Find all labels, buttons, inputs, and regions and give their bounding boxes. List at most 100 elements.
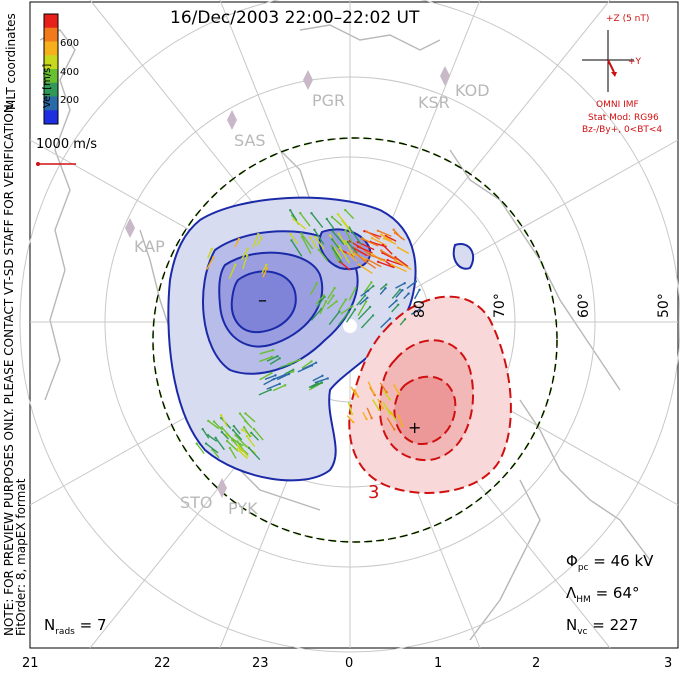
mlt-tick-22: 22 (154, 656, 171, 671)
velocity-vector (259, 349, 274, 355)
velocity-vector-origin (270, 371, 273, 375)
velocity-vector (285, 369, 294, 375)
velocity-vector (382, 244, 393, 255)
velocity-vector-origin (370, 281, 373, 284)
velocity-vector-origin (376, 229, 380, 232)
velocity-vector (264, 374, 276, 380)
velocity-vector-origin (341, 219, 344, 223)
velocity-vector-origin (265, 266, 269, 270)
velocity-vector (367, 381, 374, 393)
velocity-vector-origin (274, 374, 277, 377)
mlt-tick-0: 0 (345, 656, 354, 671)
station-pyk: PYK (228, 499, 258, 518)
velocity-vector-origin (380, 233, 383, 236)
radar-count: Nrads = 7 (44, 616, 107, 637)
velocity-vector-origin (365, 417, 368, 421)
velocity-vector (338, 299, 347, 311)
velocity-vector-origin (333, 286, 336, 290)
velocity-vector (359, 297, 368, 306)
velocity-vector-origin (414, 280, 418, 283)
velocity-vector (243, 427, 252, 438)
velocity-vector-origin (283, 384, 287, 387)
velocity-vector (392, 383, 400, 395)
velocity-vector (380, 233, 393, 242)
velocity-vector-origin (388, 412, 392, 416)
velocity-vector-origin (397, 303, 400, 306)
velocity-vector (310, 381, 323, 389)
fit-text: FitOrder: 8, mapEX format (14, 478, 28, 636)
velocity-vector-origin (242, 426, 246, 429)
velocity-vector-origin (271, 348, 275, 352)
velocity-vector (299, 212, 311, 227)
velocity-vector (326, 300, 338, 310)
velocity-vector (326, 218, 335, 230)
velocity-vector (211, 449, 220, 459)
velocity-vector (344, 230, 354, 245)
velocity-vector (318, 249, 328, 262)
velocity-vector (319, 300, 327, 315)
velocity-vector-origin (252, 427, 256, 431)
velocity-vector (394, 232, 406, 241)
velocity-vector-origin (246, 253, 249, 257)
velocity-vector-origin (388, 317, 392, 320)
map-title: 16/Dec/2003 22:00–22:02 UT (170, 8, 420, 28)
velocity-vector (345, 309, 356, 323)
velocity-vector (248, 447, 261, 461)
velocity-vector (244, 412, 256, 423)
velocity-vector-origin (372, 284, 375, 288)
colorbar-swatch (44, 41, 58, 56)
velocity-vector-origin (366, 289, 370, 292)
imf-model-title: OMNI IMF (596, 100, 639, 110)
velocity-vector (357, 306, 371, 320)
velocity-vector (250, 432, 259, 441)
imf-model-line2: Bz-/By+, 0<BT<4 (582, 125, 663, 135)
velocity-vector-origin (363, 294, 367, 297)
velocity-vector-origin (395, 299, 398, 302)
velocity-vector (327, 287, 336, 300)
velocity-vector-origin (372, 391, 375, 394)
velocity-vector (333, 247, 343, 260)
velocity-vector (347, 252, 358, 263)
velocity-vector-origin (290, 239, 293, 242)
velocity-vector (231, 438, 244, 447)
velocity-vector-origin (370, 416, 373, 420)
lat-label-80: 80 (412, 300, 428, 318)
velocity-vector-origin (234, 434, 237, 437)
velocity-vector-origin (350, 412, 354, 416)
velocity-vector-origin (300, 232, 303, 235)
velocity-vector-origin (278, 382, 281, 386)
vector-count: Nvc = 227 (566, 616, 639, 637)
velocity-vector-origin (401, 289, 404, 292)
velocity-vector-origin (364, 300, 368, 303)
velocity-vector (242, 254, 248, 270)
velocity-vector (289, 209, 298, 221)
velocity-vector-origin (365, 230, 369, 233)
velocity-vector-origin (388, 398, 392, 401)
velocity-vector-origin (357, 263, 360, 266)
velocity-vector-origin (322, 294, 326, 297)
velocity-vector (309, 236, 318, 249)
mlt-tick-2: 2 (532, 656, 541, 671)
velocity-vector (382, 402, 391, 415)
velocity-vector-origin (289, 233, 292, 236)
mlt-tick-21: 21 (22, 656, 39, 671)
station-sas: SAS (234, 131, 266, 150)
velocity-vector-origin (392, 228, 395, 231)
velocity-vector (202, 428, 210, 439)
velocity-vector (394, 256, 409, 268)
imf-model-line1: Stat Mod: RG96 (588, 113, 659, 123)
velocity-vector (326, 295, 335, 305)
velocity-vector (310, 308, 323, 321)
velocity-vector-origin (385, 283, 388, 286)
lat-label-70: 70° (492, 293, 508, 318)
station-marker-ksr (440, 66, 450, 86)
velocity-vector-origin (344, 298, 348, 301)
velocity-vector (271, 373, 286, 381)
velocity-vector-origin (403, 282, 406, 285)
velocity-vector-origin (354, 286, 357, 290)
velocity-vector-origin (325, 217, 328, 221)
reference-vector-label: 1000 m/s (36, 137, 98, 152)
velocity-vector-origin (247, 446, 251, 450)
velocity-vector-origin (219, 413, 223, 417)
velocity-vector (357, 301, 367, 316)
